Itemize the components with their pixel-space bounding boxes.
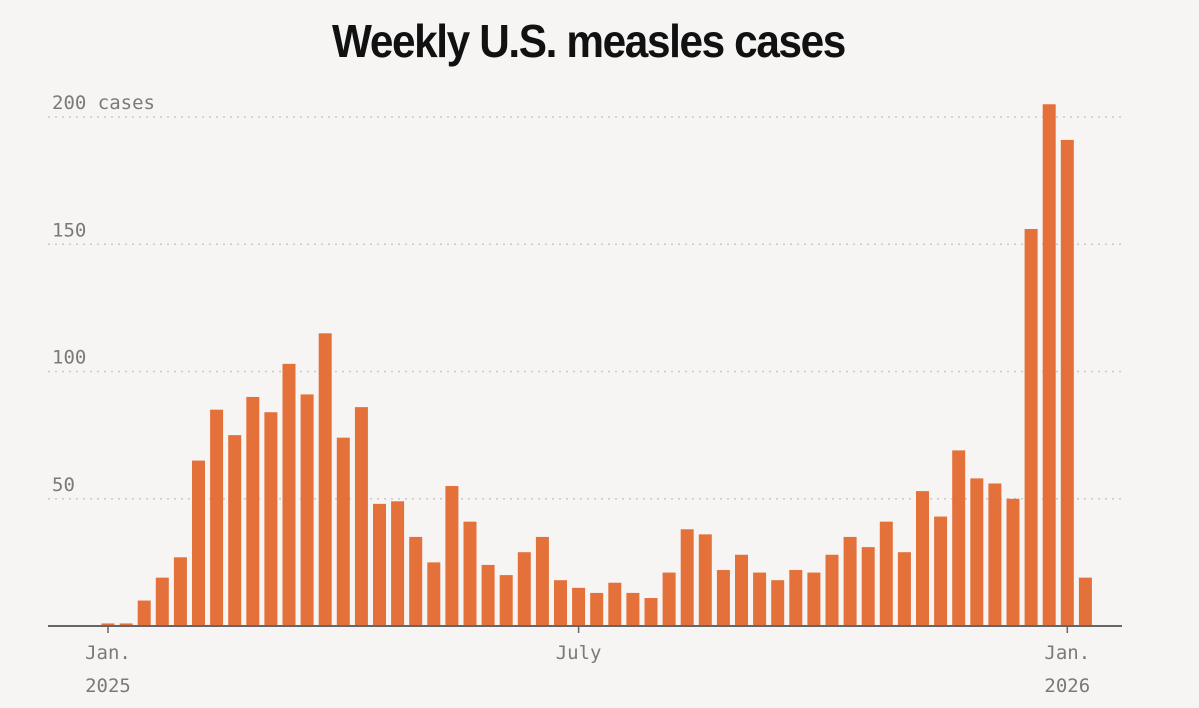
bar (354, 407, 368, 626)
bar (572, 587, 586, 626)
bar (173, 557, 187, 626)
bar (662, 572, 676, 626)
y-tick-label: 50 (52, 474, 75, 496)
x-tick-label: July (556, 642, 602, 664)
bar (155, 577, 169, 626)
bar (137, 600, 151, 626)
y-tick-label: 150 (52, 219, 86, 241)
bar (391, 501, 405, 626)
y-tick-label: 100 (52, 347, 86, 369)
bar (897, 552, 911, 626)
gridlines (48, 116, 1122, 500)
x-tick-year-label: 2025 (85, 675, 131, 697)
bar (916, 491, 929, 626)
bar (843, 536, 857, 626)
bar (807, 572, 821, 626)
x-tick-year-label: 2026 (1044, 675, 1090, 697)
bar (192, 460, 205, 626)
bar (716, 570, 730, 626)
bar (988, 483, 1002, 626)
tick-labels: 50 100 150 200 cases Jan. 2025 July Jan. 2026 (52, 92, 1090, 697)
bar (771, 580, 785, 626)
bar (373, 503, 386, 626)
bar (626, 592, 640, 626)
bar (680, 529, 694, 626)
bar (445, 486, 459, 626)
bar (698, 534, 712, 626)
bar (481, 564, 495, 626)
bar (535, 536, 549, 626)
bar (499, 575, 513, 626)
x-axis (48, 625, 1122, 633)
bar (644, 598, 658, 626)
bar (101, 623, 115, 626)
bar (952, 450, 966, 626)
bar (1042, 104, 1056, 626)
bar (282, 363, 296, 626)
bar (228, 435, 242, 626)
bar (608, 582, 622, 626)
bar (300, 394, 314, 626)
bar (753, 572, 767, 626)
bar (517, 552, 531, 626)
bar (210, 409, 224, 626)
bar (861, 547, 875, 626)
bar (318, 333, 332, 626)
bar (463, 521, 477, 626)
bar (970, 478, 984, 626)
bar (1006, 498, 1020, 626)
chart-title: Weekly U.S. measles cases (332, 15, 846, 67)
bar (1024, 228, 1038, 627)
bar (934, 516, 948, 626)
bar (825, 554, 839, 626)
bar (590, 592, 604, 626)
bars (101, 104, 1092, 627)
bar (1078, 577, 1092, 626)
y-tick-label: 200 cases (52, 92, 155, 114)
x-tick-label: Jan. (1044, 642, 1090, 664)
bar (1060, 139, 1074, 626)
bar (246, 396, 260, 626)
bar (554, 580, 567, 626)
bar (409, 536, 423, 626)
bar (735, 554, 748, 626)
x-tick-label: Jan. (85, 642, 131, 664)
bar (119, 623, 133, 626)
bar (427, 562, 441, 626)
bar (264, 412, 278, 626)
bar (336, 437, 350, 626)
bar (879, 521, 893, 626)
bar (789, 570, 803, 626)
